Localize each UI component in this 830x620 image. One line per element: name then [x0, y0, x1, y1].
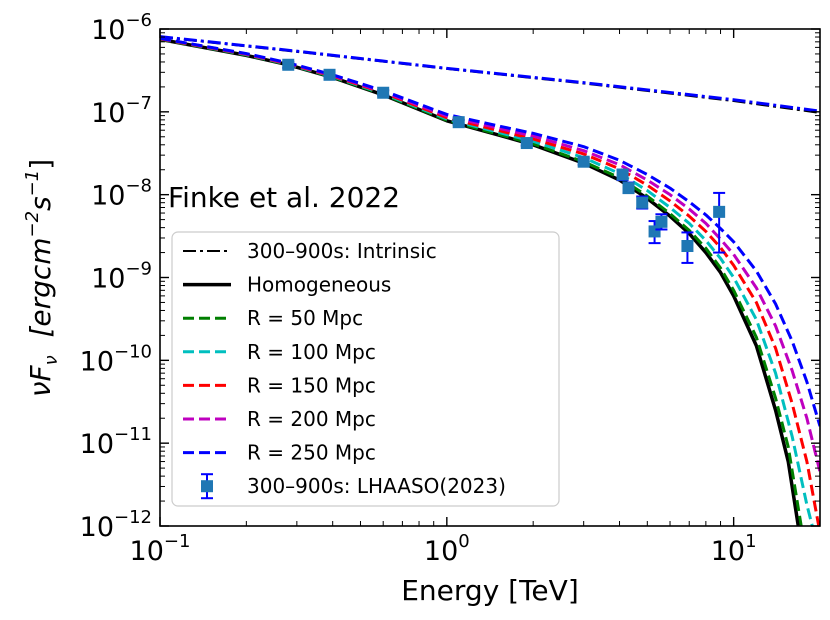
legend-entry-300-900s-lhaaso-2023: 300–900s: LHAASO(2023) [201, 473, 506, 500]
x-tick-label: 10−1 [130, 531, 191, 567]
data-point-marker [577, 155, 590, 168]
data-point [282, 58, 295, 71]
data-point-marker [713, 205, 726, 218]
data-point [452, 116, 465, 129]
legend-entry-r-50-mpc: R = 50 Mpc [183, 306, 363, 330]
y-axis-title-exp2: −1 [22, 170, 43, 197]
y-tick-label: 10−10 [80, 341, 152, 377]
y-tick-exp: −6 [125, 10, 152, 31]
data-point-marker [520, 137, 533, 150]
legend-entry-300-900s-intrinsic: 300–900s: Intrinsic [183, 239, 437, 263]
y-tick-exp: −12 [114, 507, 152, 528]
y-tick-label: 10−6 [91, 10, 152, 46]
data-point [616, 168, 629, 182]
y-tick-base: 10 [80, 346, 114, 377]
y-axis-title-nu-sub: ν [41, 355, 62, 365]
y-tick-label: 10−12 [80, 507, 152, 543]
y-tick-exp: −7 [125, 93, 152, 114]
data-points-layer [282, 58, 726, 264]
x-axis-title: Energy [TeV] [401, 574, 579, 607]
y-tick-base: 10 [80, 429, 114, 460]
legend-entry-r-100-mpc: R = 100 Mpc [183, 340, 376, 364]
x-tick-label: 100 [424, 531, 470, 567]
y-tick-label: 10−9 [91, 259, 152, 295]
y-axis-title-unit: [ergcm [24, 237, 57, 355]
x-tick-base: 10 [711, 536, 745, 567]
y-axis-title-exp1: −2 [22, 211, 43, 238]
y-tick-exp: −8 [125, 176, 152, 197]
data-point-marker [636, 196, 649, 209]
y-tick-base: 10 [80, 512, 114, 543]
series-line-r-250-mpc-intrinsic [160, 35, 820, 113]
data-point-marker [323, 68, 336, 81]
legend-marker [201, 480, 213, 493]
data-point-marker [648, 225, 661, 238]
data-point [377, 86, 390, 99]
data-point-marker [282, 58, 295, 71]
legend-entry-homogeneous: Homogeneous [183, 273, 391, 297]
series-line-r-250-mpc [160, 36, 820, 427]
legend-box [171, 231, 560, 507]
data-point [713, 191, 726, 254]
x-tick-exp: −1 [164, 531, 191, 552]
legend-label: R = 200 Mpc [247, 407, 376, 431]
y-tick-exp: −11 [114, 424, 152, 445]
legend-label: R = 150 Mpc [247, 373, 376, 397]
y-tick-base: 10 [91, 264, 125, 295]
data-point-marker [452, 116, 465, 129]
data-point [520, 137, 533, 150]
x-tick-base: 10 [130, 536, 164, 567]
data-point [636, 195, 649, 210]
annotation-text: Finke et al. 2022 [168, 181, 400, 214]
legend: 300–900s: Intrinsic Homogeneous R = 50 Mpc… [171, 231, 560, 507]
legend-entry-r-250-mpc: R = 250 Mpc [183, 441, 376, 465]
x-tick-label: 101 [711, 531, 757, 567]
legend-entry-r-150-mpc: R = 150 Mpc [183, 373, 376, 397]
y-axis-title: νFν [ergcm−2s−1] [22, 159, 62, 397]
y-tick-base: 10 [91, 181, 125, 212]
legend-label: R = 100 Mpc [247, 340, 376, 364]
y-tick-label: 10−7 [91, 93, 152, 129]
data-point-marker [622, 182, 635, 195]
y-tick-label: 10−8 [91, 176, 152, 212]
data-point [681, 231, 694, 264]
y-tick-label: 10−11 [80, 424, 152, 460]
y-tick-exp: −10 [114, 341, 152, 362]
legend-label: 300–900s: LHAASO(2023) [247, 474, 506, 498]
legend-label: R = 50 Mpc [247, 306, 363, 330]
y-tick-base: 10 [91, 15, 125, 46]
data-point-marker [681, 240, 694, 253]
x-tick-exp: 1 [745, 531, 756, 552]
legend-label: 300–900s: Intrinsic [247, 239, 437, 263]
data-point-marker [377, 86, 390, 99]
x-tick-exp: 0 [458, 531, 469, 552]
data-point [577, 155, 590, 168]
tick-labels-layer: 10−1 100 10110−1210−1110−1010−910−810−710−… [80, 10, 757, 567]
y-axis-title-nu-f: νF [24, 365, 57, 398]
data-point [622, 181, 635, 195]
ticks-layer [159, 28, 821, 527]
legend-label: R = 250 Mpc [247, 441, 376, 465]
y-axis-title-bracket: ] [24, 159, 57, 170]
x-tick-base: 10 [424, 536, 458, 567]
data-point [655, 213, 668, 231]
data-point-marker [616, 168, 629, 181]
data-point [323, 68, 336, 81]
legend-entries: 300–900s: Intrinsic Homogeneous R = 50 Mpc… [183, 239, 506, 500]
y-tick-exp: −9 [125, 259, 152, 280]
y-tick-base: 10 [91, 98, 125, 129]
legend-entry-r-200-mpc: R = 200 Mpc [183, 407, 376, 431]
data-point-marker [655, 215, 668, 228]
legend-label: Homogeneous [247, 273, 391, 297]
y-axis-title-s: s [24, 196, 57, 211]
data-point [648, 220, 661, 245]
